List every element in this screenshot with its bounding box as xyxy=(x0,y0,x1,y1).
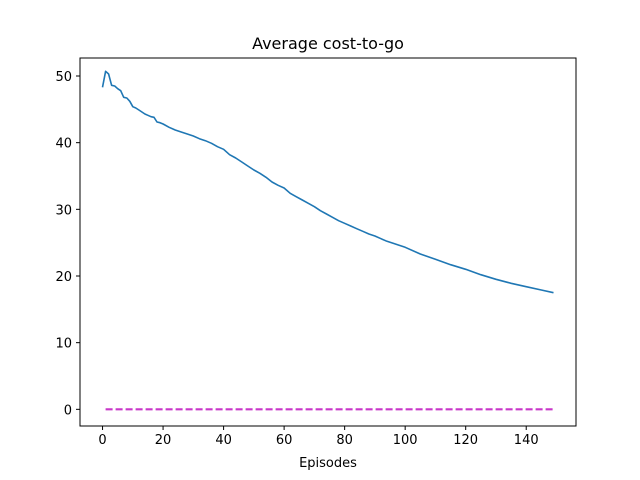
plot-frame xyxy=(79,57,577,427)
y-tick-label: 50 xyxy=(55,70,72,85)
x-tick-label: 100 xyxy=(393,433,418,448)
chart-title: Average cost-to-go xyxy=(252,34,404,53)
x-tick-label: 20 xyxy=(155,433,172,448)
y-tick-label: 40 xyxy=(55,137,72,152)
x-tick-label: 0 xyxy=(98,433,106,448)
x-tick-label: 140 xyxy=(514,433,539,448)
x-tick-label: 40 xyxy=(215,433,232,448)
y-tick-label: 10 xyxy=(55,337,72,352)
ticks-layer: 0 20 40 60 80 100 120 140 0 10 20 30 40 50 xyxy=(55,70,538,448)
x-axis-label: Episodes xyxy=(299,456,357,471)
x-tick-label: 120 xyxy=(453,433,478,448)
series-layer xyxy=(101,70,554,411)
x-tick-label: 60 xyxy=(276,433,293,448)
y-tick-label: 20 xyxy=(55,270,72,285)
y-tick-label: 30 xyxy=(55,203,72,218)
cost-to-go-line xyxy=(101,70,554,294)
y-tick-label: 0 xyxy=(64,403,72,418)
x-tick-label: 80 xyxy=(336,433,353,448)
